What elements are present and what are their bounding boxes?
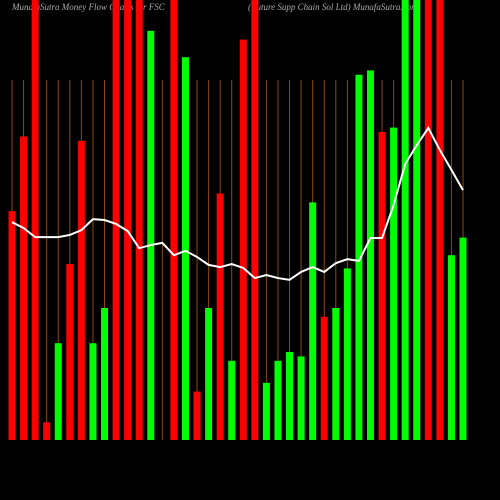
bar xyxy=(54,343,62,440)
mfi-line xyxy=(11,126,464,281)
bar xyxy=(239,39,247,440)
bar xyxy=(43,422,51,440)
bar xyxy=(112,0,120,440)
bar xyxy=(8,211,16,440)
bar xyxy=(274,360,282,440)
bar xyxy=(355,74,363,441)
bar xyxy=(297,356,305,440)
bar xyxy=(424,0,432,440)
bar xyxy=(332,308,340,440)
bar xyxy=(101,308,109,440)
bar xyxy=(262,382,270,440)
bar xyxy=(320,316,328,440)
chart-title: MunafaSutra Money Flow Charts for FSC xyxy=(11,2,166,12)
chart-subtitle: (Future Supp Chain Sol Ltd) MunafaSutra.… xyxy=(248,2,418,12)
bar xyxy=(309,202,317,440)
bar xyxy=(378,132,386,440)
bar xyxy=(436,0,444,440)
bar xyxy=(228,360,236,440)
bar xyxy=(366,70,374,441)
bar xyxy=(447,255,455,440)
bar xyxy=(20,136,28,440)
bar xyxy=(401,0,409,440)
bar xyxy=(413,0,421,440)
bar xyxy=(286,352,294,440)
bar xyxy=(66,264,74,440)
bar xyxy=(135,0,143,440)
bar xyxy=(193,391,201,440)
bar xyxy=(459,237,467,440)
bar xyxy=(205,308,213,440)
bar xyxy=(77,140,85,441)
bar xyxy=(89,343,97,440)
bar xyxy=(31,0,39,440)
bar xyxy=(181,57,189,440)
bar xyxy=(147,30,155,441)
bar xyxy=(124,0,132,440)
bar xyxy=(251,0,259,440)
bar xyxy=(390,127,398,440)
bar xyxy=(216,193,224,440)
bar xyxy=(343,268,351,440)
bar xyxy=(170,0,178,440)
